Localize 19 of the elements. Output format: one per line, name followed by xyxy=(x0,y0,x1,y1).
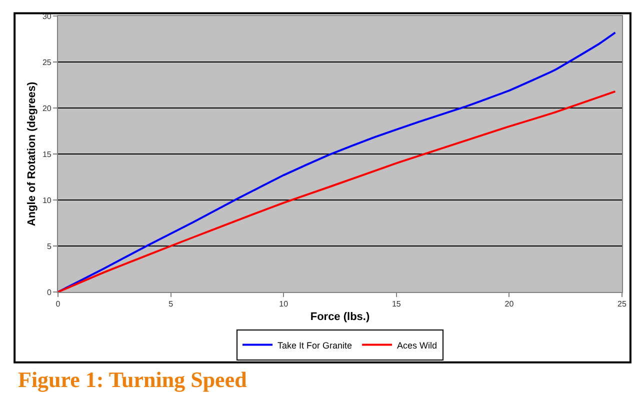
line-series xyxy=(58,32,616,292)
legend-label: Take It For Granite xyxy=(278,340,352,350)
line-series xyxy=(58,90,616,292)
x-tick-label: 20 xyxy=(504,300,514,309)
y-tick-label: 25 xyxy=(42,58,52,67)
y-tick-label: 10 xyxy=(42,196,52,205)
x-tick-label: 15 xyxy=(392,300,402,309)
y-tick-label: 0 xyxy=(46,288,52,297)
x-tick-label: 25 xyxy=(618,300,627,309)
legend-label: Aces Wild xyxy=(397,340,438,350)
x-tick-label: 0 xyxy=(56,300,61,309)
x-tick-label: 5 xyxy=(168,300,174,309)
x-axis-title: Force (lbs.) xyxy=(310,310,370,323)
x-tick-label: 10 xyxy=(279,300,289,309)
y-tick-label: 5 xyxy=(46,242,52,251)
y-axis-title: Angle of Rotation (degrees) xyxy=(26,82,38,226)
y-tick-label: 15 xyxy=(42,150,52,159)
text: Figure 1: Turning Speed xyxy=(18,367,247,392)
y-tick-label: 20 xyxy=(42,104,52,113)
